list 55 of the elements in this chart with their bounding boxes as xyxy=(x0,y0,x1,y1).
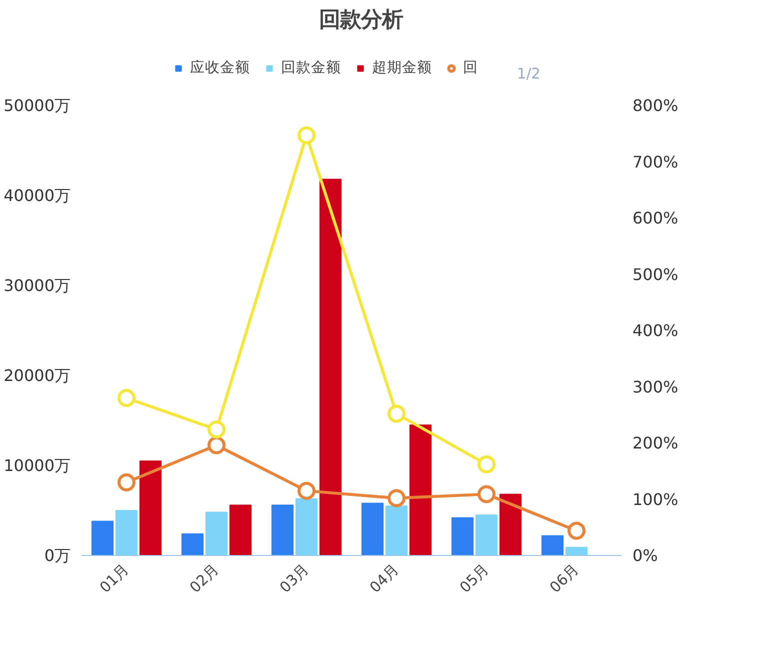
bar xyxy=(451,517,474,556)
y-tick-label: 30000万 xyxy=(4,276,71,295)
bar xyxy=(565,546,588,556)
bar xyxy=(541,535,564,556)
y-tick-label: 20000万 xyxy=(4,366,71,385)
legend-label: 回款金额 xyxy=(281,58,341,77)
point xyxy=(298,482,316,500)
bar xyxy=(385,506,408,556)
legend-label: 应收金额 xyxy=(190,58,250,77)
y2-tick-label: 300% xyxy=(632,377,678,396)
bar xyxy=(271,504,294,556)
y2-tick-label: 800% xyxy=(632,96,678,115)
y2-tick-label: 0% xyxy=(632,546,658,565)
bar xyxy=(499,494,522,556)
chart-title: 回款分析 xyxy=(319,8,403,32)
y2-tick-label: 700% xyxy=(632,152,678,172)
x-tick-label: 01月 xyxy=(96,560,133,596)
legend-label: 超期金额 xyxy=(372,58,432,77)
point xyxy=(568,522,586,540)
bar xyxy=(319,178,342,556)
point xyxy=(298,126,316,144)
bar xyxy=(295,498,318,556)
point xyxy=(208,420,226,438)
y-tick-label: 50000万 xyxy=(4,96,71,115)
y-tick-label: 40000万 xyxy=(4,186,71,205)
y-tick-label: 0万 xyxy=(44,546,71,565)
y2-tick-label: 600% xyxy=(632,208,678,228)
y2-tick-label: 500% xyxy=(632,264,678,284)
x-tick-label: 05月 xyxy=(456,560,493,596)
point xyxy=(478,485,496,504)
point xyxy=(388,404,406,423)
point xyxy=(388,489,406,508)
x-tick-label: 03月 xyxy=(276,560,313,596)
text: 1/2 xyxy=(516,66,540,83)
bar xyxy=(181,533,204,556)
bar xyxy=(361,502,384,556)
bar xyxy=(409,424,432,556)
y2-tick-label: 200% xyxy=(632,434,678,452)
bar xyxy=(139,460,162,556)
point xyxy=(208,436,226,454)
point xyxy=(118,389,136,407)
bar xyxy=(91,520,114,556)
bar xyxy=(475,514,498,556)
legend-label: 回 xyxy=(463,58,479,77)
y2-tick-label: 400% xyxy=(632,321,678,340)
bar xyxy=(115,510,138,556)
point xyxy=(118,473,136,492)
bar xyxy=(229,504,252,556)
y-tick-label: 10000万 xyxy=(4,456,71,475)
x-tick-label: 06月 xyxy=(546,560,583,596)
x-tick-label: 02月 xyxy=(186,560,223,596)
y2-tick-label: 100% xyxy=(632,490,678,509)
x-tick-label: 04月 xyxy=(366,560,403,596)
bar xyxy=(205,512,228,556)
point xyxy=(478,455,496,474)
